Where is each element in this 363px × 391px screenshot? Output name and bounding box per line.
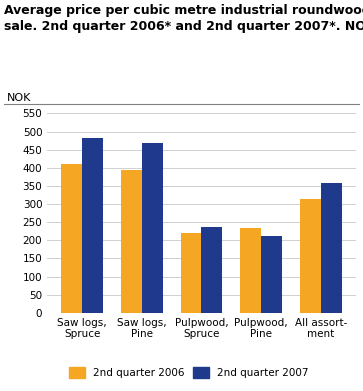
Bar — [142, 143, 163, 313]
Bar — [61, 164, 82, 313]
Bar — [121, 170, 142, 313]
Bar — [201, 226, 223, 313]
Text: Average price per cubic metre industrial roundwood for
sale. 2nd quarter 2006* a: Average price per cubic metre industrial… — [4, 4, 363, 33]
Bar — [300, 199, 321, 313]
Bar — [240, 228, 261, 313]
Text: NOK: NOK — [7, 93, 32, 103]
Bar — [261, 236, 282, 313]
Bar — [180, 233, 201, 313]
Bar — [82, 138, 103, 313]
Bar — [321, 183, 342, 313]
Legend: 2nd quarter 2006, 2nd quarter 2007: 2nd quarter 2006, 2nd quarter 2007 — [65, 363, 313, 382]
